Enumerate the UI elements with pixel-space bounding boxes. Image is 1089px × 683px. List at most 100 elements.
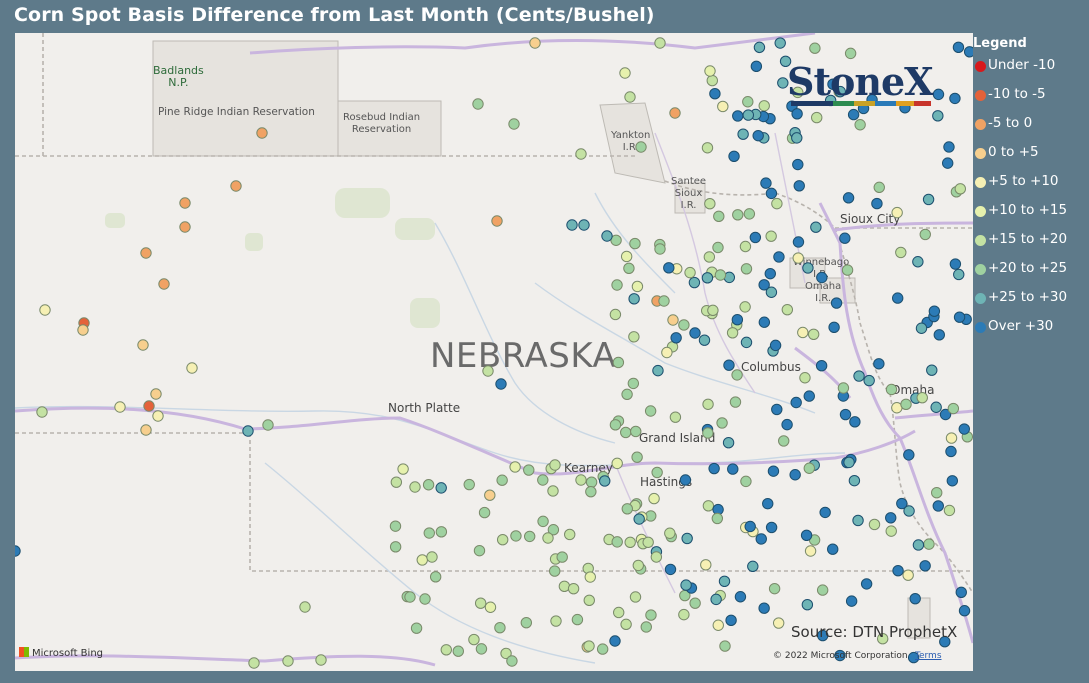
map-marker[interactable] bbox=[642, 536, 654, 548]
map-marker[interactable] bbox=[860, 578, 873, 590]
map-marker[interactable] bbox=[718, 575, 731, 588]
map-marker[interactable] bbox=[629, 237, 641, 250]
map-marker[interactable] bbox=[523, 464, 535, 476]
map-marker[interactable] bbox=[679, 474, 692, 486]
map-marker[interactable] bbox=[891, 206, 903, 219]
legend-item[interactable]: 0 to +5 bbox=[973, 144, 1089, 166]
map-marker[interactable] bbox=[848, 474, 861, 487]
map-marker[interactable] bbox=[495, 378, 507, 390]
map-marker[interactable] bbox=[585, 476, 598, 488]
map-marker[interactable] bbox=[558, 580, 571, 593]
map-marker[interactable] bbox=[621, 503, 633, 515]
map-marker[interactable] bbox=[854, 119, 866, 131]
map-marker[interactable] bbox=[902, 569, 914, 581]
map-marker[interactable] bbox=[954, 183, 967, 195]
map-marker[interactable] bbox=[416, 554, 428, 566]
map-marker[interactable] bbox=[839, 232, 851, 244]
map-marker[interactable] bbox=[703, 251, 716, 263]
map-marker[interactable] bbox=[844, 47, 857, 60]
map-marker[interactable] bbox=[698, 334, 711, 346]
map-marker[interactable] bbox=[930, 401, 942, 413]
map-marker[interactable] bbox=[628, 293, 640, 305]
map-marker[interactable] bbox=[667, 314, 679, 326]
map-marker[interactable] bbox=[610, 234, 622, 246]
map-marker[interactable] bbox=[547, 485, 559, 497]
map-marker[interactable] bbox=[419, 593, 431, 605]
map-marker[interactable] bbox=[892, 564, 904, 577]
map-marker[interactable] bbox=[722, 436, 735, 449]
map-marker[interactable] bbox=[885, 383, 898, 396]
map-marker[interactable] bbox=[792, 252, 804, 264]
map-marker[interactable] bbox=[262, 419, 274, 431]
map-marker[interactable] bbox=[774, 37, 786, 49]
map-marker[interactable] bbox=[664, 527, 676, 539]
map-marker[interactable] bbox=[523, 530, 536, 543]
map-marker[interactable] bbox=[409, 481, 421, 493]
map-marker[interactable] bbox=[803, 390, 815, 402]
map-marker[interactable] bbox=[423, 527, 435, 539]
map-marker[interactable] bbox=[765, 286, 778, 298]
map-marker[interactable] bbox=[702, 427, 714, 439]
map-marker[interactable] bbox=[472, 98, 484, 110]
map-marker[interactable] bbox=[793, 180, 805, 192]
map-marker[interactable] bbox=[669, 411, 682, 423]
map-marker[interactable] bbox=[390, 476, 403, 488]
map-marker[interactable] bbox=[494, 621, 506, 634]
map-marker[interactable] bbox=[834, 649, 846, 662]
map-marker[interactable] bbox=[834, 85, 846, 98]
map-marker[interactable] bbox=[816, 271, 828, 284]
map-marker[interactable] bbox=[717, 100, 729, 113]
map-marker[interactable] bbox=[520, 616, 533, 629]
map-marker[interactable] bbox=[903, 449, 915, 461]
map-marker[interactable] bbox=[723, 359, 735, 371]
map-marker[interactable] bbox=[426, 551, 438, 563]
map-marker[interactable] bbox=[945, 432, 958, 444]
map-marker[interactable] bbox=[873, 181, 885, 194]
map-marker[interactable] bbox=[837, 382, 850, 394]
map-marker[interactable] bbox=[645, 609, 657, 621]
map-marker[interactable] bbox=[768, 582, 781, 595]
map-marker[interactable] bbox=[623, 262, 635, 275]
map-marker[interactable] bbox=[315, 654, 327, 666]
map-marker[interactable] bbox=[919, 228, 931, 241]
map-marker[interactable] bbox=[799, 372, 811, 384]
map-marker[interactable] bbox=[712, 241, 724, 254]
map-marker[interactable] bbox=[873, 358, 885, 370]
map-marker[interactable] bbox=[771, 403, 783, 416]
map-marker[interactable] bbox=[500, 647, 512, 660]
map-marker[interactable] bbox=[847, 108, 860, 121]
map-marker[interactable] bbox=[778, 435, 790, 447]
map-marker[interactable] bbox=[827, 78, 839, 90]
legend-item[interactable]: +15 to +20 bbox=[973, 231, 1089, 253]
map-marker[interactable] bbox=[627, 377, 640, 390]
map-marker[interactable] bbox=[609, 419, 622, 431]
map-marker[interactable] bbox=[596, 643, 609, 655]
map-marker[interactable] bbox=[491, 215, 503, 227]
map-marker[interactable] bbox=[475, 643, 488, 655]
map-marker[interactable] bbox=[732, 110, 744, 122]
map-marker[interactable] bbox=[926, 364, 938, 376]
map-marker[interactable] bbox=[77, 324, 89, 336]
map-marker[interactable] bbox=[769, 339, 782, 352]
map-marker[interactable] bbox=[827, 543, 839, 555]
map-marker[interactable] bbox=[624, 91, 636, 103]
map-marker[interactable] bbox=[801, 599, 814, 611]
map-marker[interactable] bbox=[727, 463, 739, 475]
map-marker[interactable] bbox=[474, 597, 487, 609]
map-marker[interactable] bbox=[547, 524, 560, 536]
map-marker[interactable] bbox=[742, 96, 754, 108]
map-marker[interactable] bbox=[939, 408, 952, 421]
map-marker[interactable] bbox=[150, 388, 162, 400]
map-marker[interactable] bbox=[440, 644, 452, 656]
map-marker[interactable] bbox=[949, 258, 962, 270]
legend-item[interactable]: -10 to -5 bbox=[973, 86, 1089, 108]
map-marker[interactable] bbox=[578, 219, 590, 231]
map-marker[interactable] bbox=[651, 466, 663, 479]
map-marker[interactable] bbox=[566, 219, 578, 231]
map-marker[interactable] bbox=[932, 110, 944, 122]
map-marker[interactable] bbox=[629, 591, 642, 603]
map-marker[interactable] bbox=[624, 536, 636, 549]
map-marker[interactable] bbox=[885, 512, 897, 524]
map-marker[interactable] bbox=[802, 262, 814, 274]
map-marker[interactable] bbox=[816, 584, 829, 596]
